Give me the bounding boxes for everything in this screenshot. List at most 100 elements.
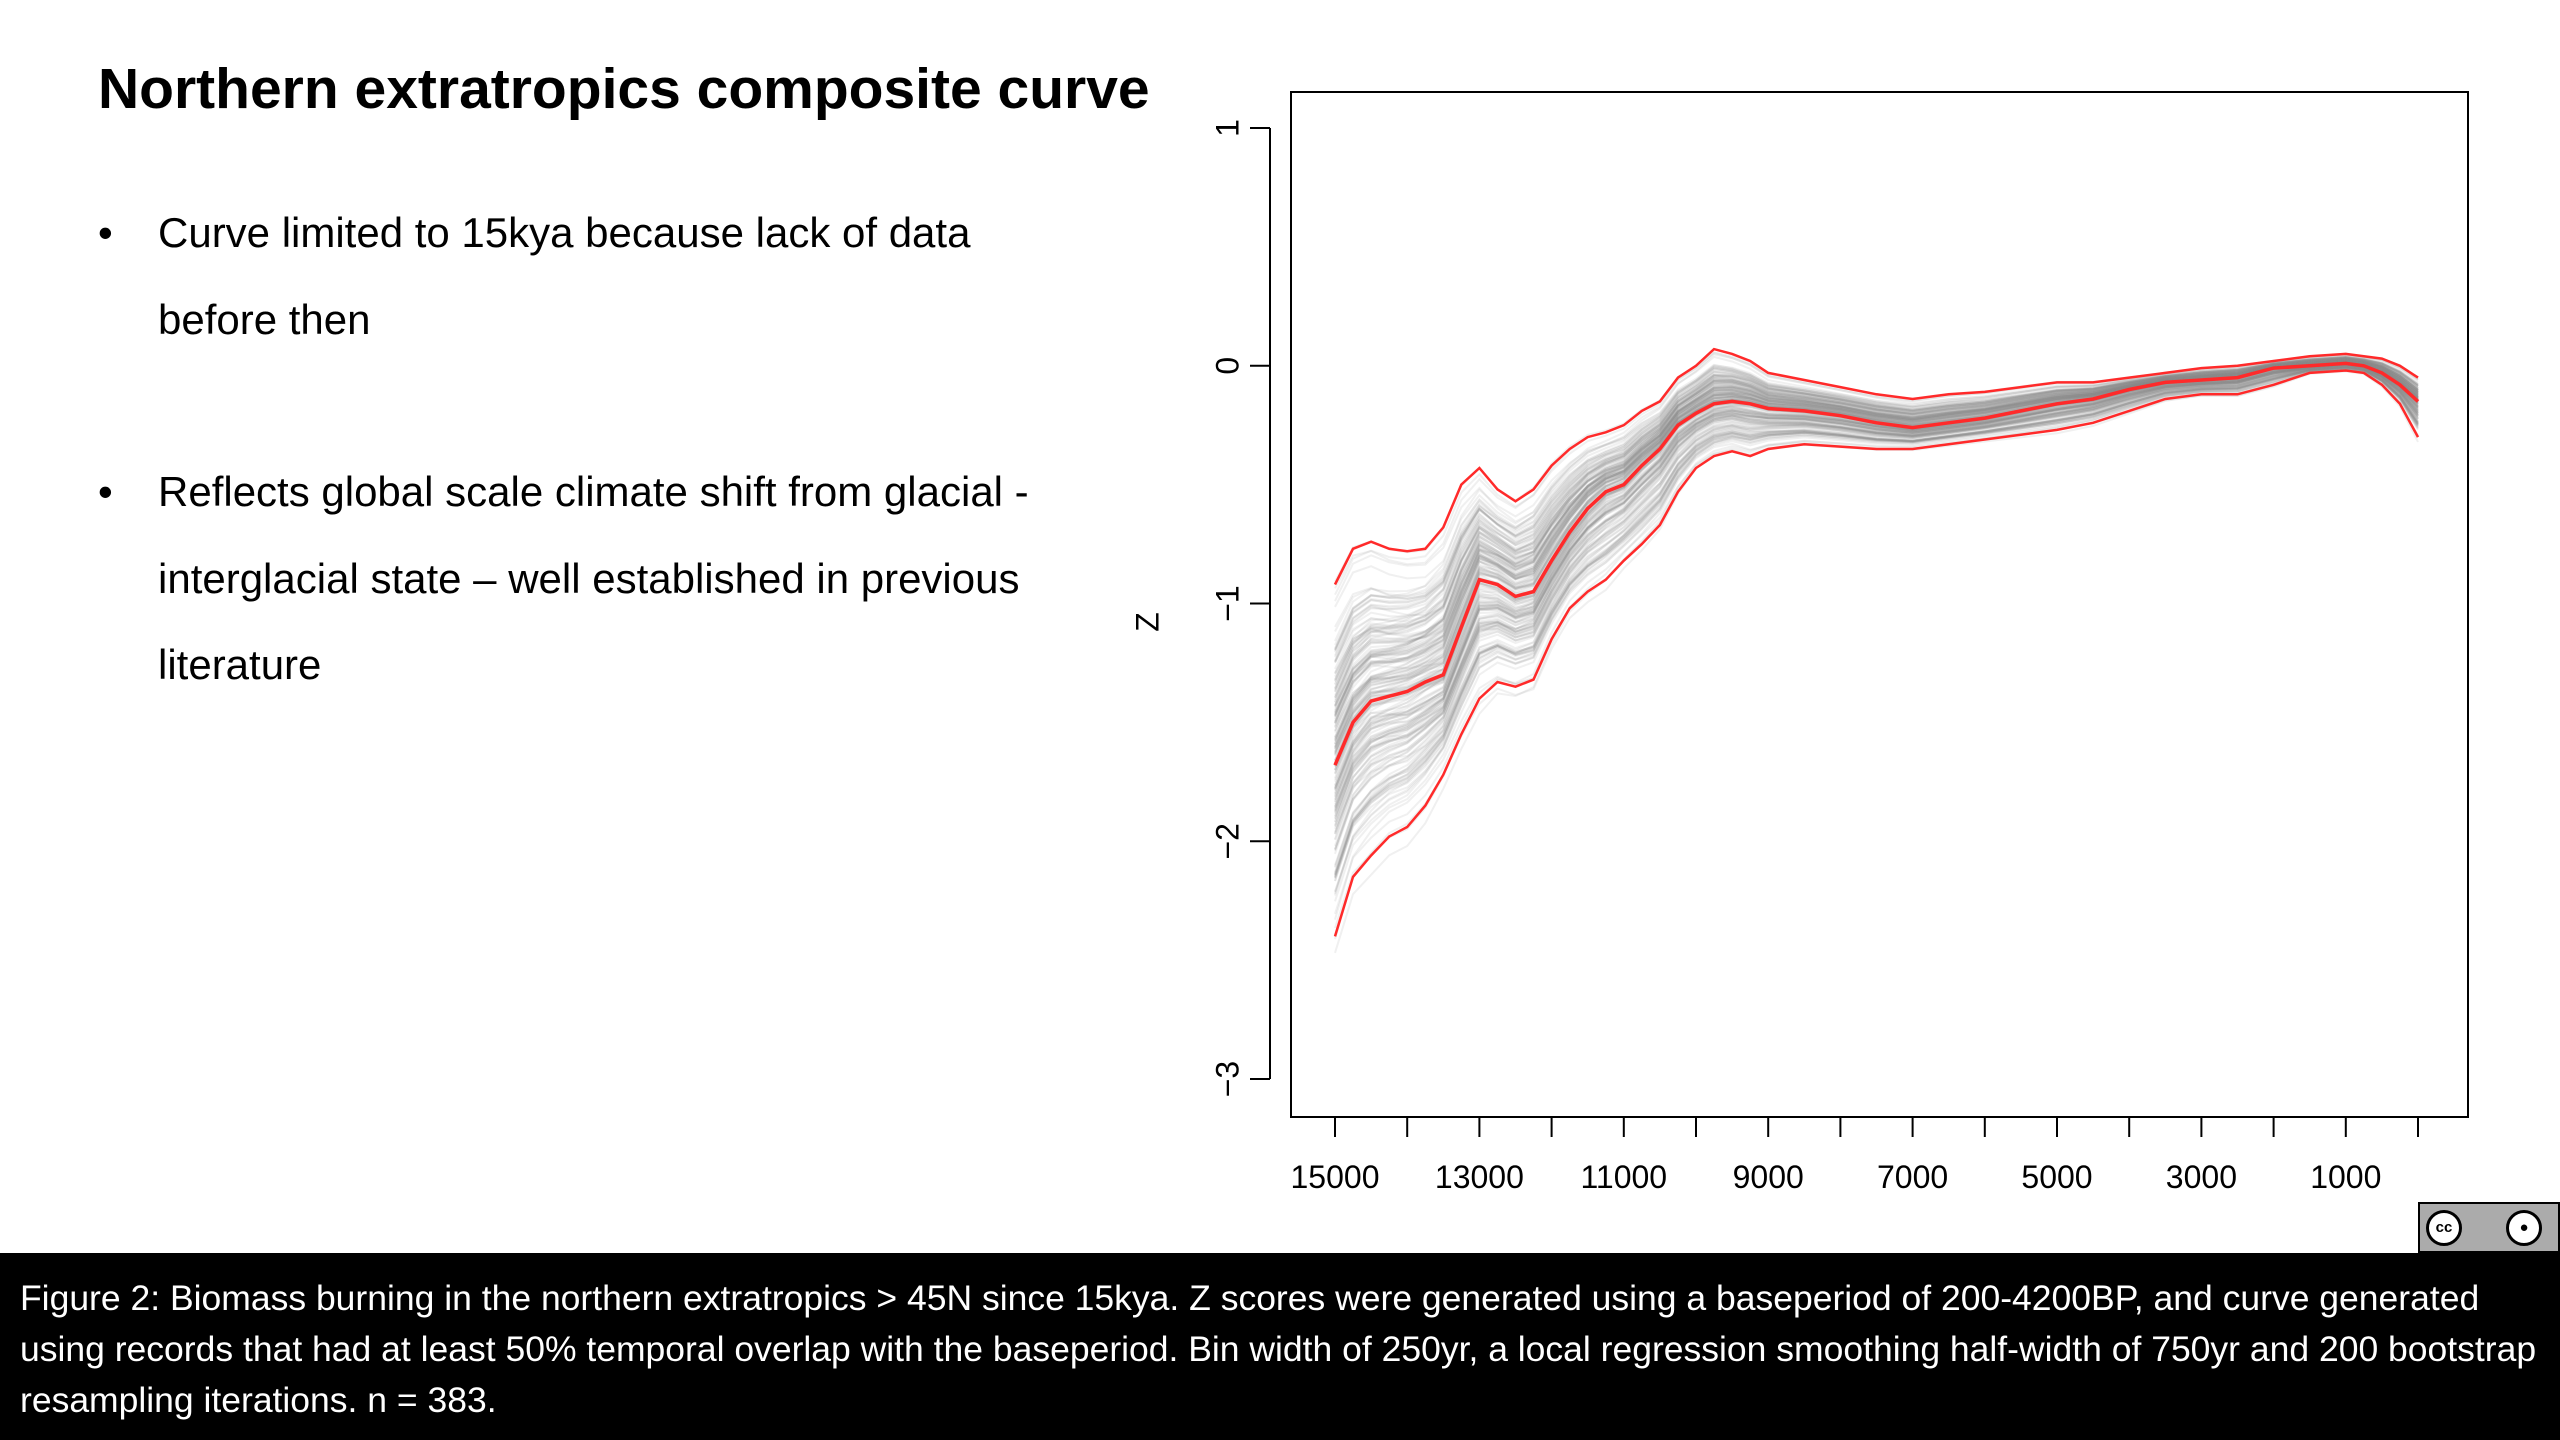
bootstrap-curve bbox=[1334, 363, 2419, 808]
bootstrap-curve bbox=[1334, 359, 2419, 717]
bootstrap-curve bbox=[1334, 360, 2419, 724]
bootstrap-curve bbox=[1334, 367, 2419, 877]
bootstrap-curve bbox=[1334, 370, 2419, 954]
bootstrap-curve bbox=[1334, 364, 2419, 795]
bootstrap-curve bbox=[1334, 364, 2419, 813]
bootstrap-curve bbox=[1334, 353, 2419, 602]
bootstrap-curve bbox=[1334, 356, 2419, 651]
bootstrap-curve bbox=[1334, 363, 2419, 797]
bootstrap-curve bbox=[1334, 363, 2419, 790]
y-axis-label: Z bbox=[1129, 612, 1165, 632]
figure-caption: Figure 2: Biomass burning in the norther… bbox=[20, 1278, 2537, 1420]
bootstrap-curve bbox=[1334, 365, 2419, 835]
bootstrap-curve bbox=[1334, 358, 2419, 691]
bootstrap-curve bbox=[1334, 360, 2419, 729]
bullet-text: Reflects global scale climate shift from… bbox=[158, 468, 1029, 688]
bootstrap-curve bbox=[1334, 365, 2419, 841]
bullet-text: Curve limited to 15kya because lack of d… bbox=[158, 209, 971, 343]
bootstrap-curve bbox=[1334, 367, 2419, 876]
bootstrap-curve bbox=[1334, 365, 2419, 850]
bootstrap-curve bbox=[1334, 366, 2419, 878]
bootstrap-curve bbox=[1334, 358, 2419, 690]
bootstrap-curve bbox=[1334, 359, 2419, 714]
bootstrap-curve bbox=[1334, 364, 2419, 817]
bootstrap-curve bbox=[1334, 357, 2419, 680]
bootstrap-curve bbox=[1334, 356, 2419, 689]
bootstrap-curve bbox=[1334, 367, 2419, 896]
bootstrap-curve bbox=[1334, 355, 2419, 642]
bootstrap-curve bbox=[1334, 364, 2419, 823]
bootstrap-curve bbox=[1334, 363, 2419, 791]
bullet-list: • Curve limited to 15kya because lack of… bbox=[98, 190, 1098, 709]
bootstrap-curve bbox=[1334, 358, 2419, 674]
bootstrap-curve bbox=[1334, 364, 2419, 826]
bootstrap-curve bbox=[1334, 356, 2419, 649]
lower-ci-line bbox=[1333, 369, 2420, 937]
bootstrap-curve bbox=[1334, 365, 2419, 823]
bootstrap-curve bbox=[1334, 364, 2419, 815]
bootstrap-curve bbox=[1334, 367, 2419, 876]
bootstrap-curve bbox=[1334, 366, 2419, 875]
mean-line bbox=[1333, 361, 2420, 766]
bootstrap-curve bbox=[1334, 369, 2419, 940]
bootstrap-curve bbox=[1334, 363, 2419, 768]
bootstrap-curve bbox=[1334, 361, 2419, 741]
bootstrap-curve bbox=[1334, 365, 2419, 847]
bootstrap-curve bbox=[1334, 358, 2419, 690]
bootstrap-curve bbox=[1334, 357, 2419, 670]
bootstrap-curve bbox=[1334, 363, 2419, 810]
bootstrap-curve bbox=[1334, 367, 2419, 882]
bootstrap-curve bbox=[1334, 366, 2419, 867]
y-tick-label: 0 bbox=[1209, 357, 1245, 375]
bootstrap-curve bbox=[1334, 357, 2419, 675]
bootstrap-curve bbox=[1334, 360, 2419, 732]
bootstrap-curve bbox=[1334, 358, 2419, 693]
bootstrap-curve bbox=[1334, 358, 2419, 699]
bootstrap-curve bbox=[1334, 358, 2419, 662]
bootstrap-curve bbox=[1334, 364, 2419, 801]
bootstrap-curve bbox=[1334, 368, 2419, 920]
x-tick-label: 7000 bbox=[1877, 1159, 1948, 1195]
bootstrap-curve bbox=[1334, 355, 2419, 656]
bootstrap-curve bbox=[1334, 359, 2419, 713]
y-tick-label: −2 bbox=[1209, 823, 1245, 859]
bootstrap-curve bbox=[1334, 364, 2419, 812]
bootstrap-curve bbox=[1334, 360, 2419, 734]
bootstrap-curve bbox=[1334, 359, 2419, 701]
bootstrap-curve bbox=[1334, 363, 2419, 807]
bootstrap-curve bbox=[1334, 363, 2419, 789]
bootstrap-curve bbox=[1334, 367, 2419, 879]
bootstrap-curve bbox=[1334, 359, 2419, 709]
bootstrap-curve bbox=[1334, 364, 2419, 820]
by-icon: ● bbox=[2506, 1210, 2542, 1246]
bootstrap-curve bbox=[1334, 364, 2419, 818]
bootstrap-curve bbox=[1334, 358, 2419, 699]
bootstrap-curve bbox=[1334, 357, 2419, 682]
bootstrap-curve bbox=[1334, 365, 2419, 834]
bootstrap-curve bbox=[1334, 366, 2419, 866]
bootstrap-curve bbox=[1334, 366, 2419, 875]
figure-caption-bar: Figure 2: Biomass burning in the norther… bbox=[0, 1253, 2560, 1440]
cc-icon: cc bbox=[2426, 1210, 2462, 1246]
bootstrap-curve bbox=[1334, 360, 2419, 724]
bootstrap-curve bbox=[1334, 364, 2419, 827]
bootstrap-curve bbox=[1334, 358, 2419, 717]
bootstrap-curve bbox=[1334, 354, 2419, 608]
bootstrap-curve bbox=[1334, 356, 2419, 650]
bullet-item: • Curve limited to 15kya because lack of… bbox=[98, 190, 1098, 363]
bootstrap-curve bbox=[1334, 363, 2419, 803]
slide-title: Northern extratropics composite curve bbox=[98, 57, 1150, 121]
x-tick-label: 11000 bbox=[1580, 1159, 1667, 1195]
bootstrap-curve bbox=[1334, 356, 2419, 663]
bootstrap-curve bbox=[1334, 358, 2419, 707]
bootstrap-curve bbox=[1334, 359, 2419, 706]
bootstrap-curve bbox=[1334, 368, 2419, 902]
bootstrap-curve bbox=[1334, 361, 2419, 738]
bootstrap-curve bbox=[1334, 360, 2419, 727]
bootstrap-curve bbox=[1334, 358, 2419, 703]
bootstrap-curve bbox=[1334, 355, 2419, 646]
bootstrap-curve bbox=[1334, 366, 2419, 868]
bootstrap-curve bbox=[1334, 363, 2419, 775]
y-tick-label: −1 bbox=[1209, 585, 1245, 621]
bootstrap-curve bbox=[1334, 359, 2419, 698]
